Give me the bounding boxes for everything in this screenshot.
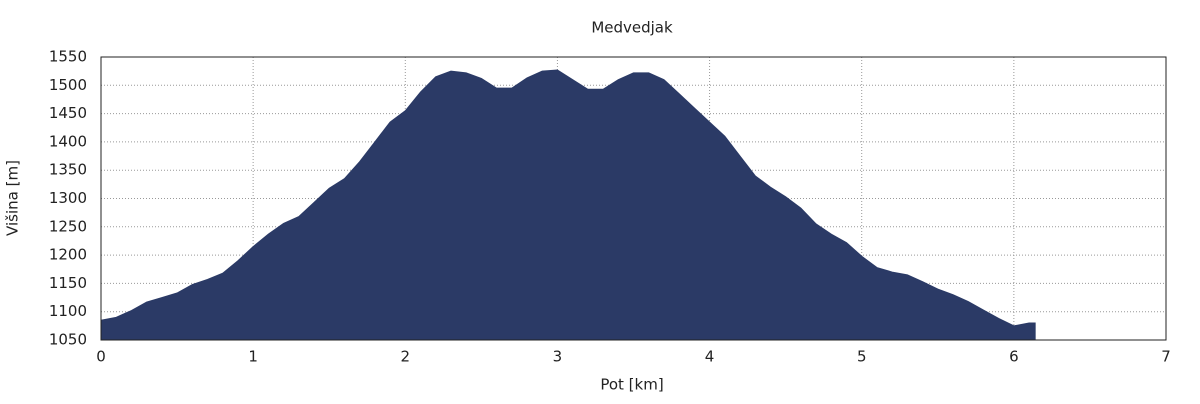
y-tick-label: 1400 bbox=[49, 132, 87, 150]
x-tick-label: 5 bbox=[857, 348, 867, 366]
x-tick-label: 1 bbox=[248, 348, 258, 366]
y-tick-label: 1250 bbox=[49, 217, 87, 235]
y-tick-label: 1300 bbox=[49, 189, 87, 207]
x-axis-label: Pot [km] bbox=[600, 376, 663, 394]
y-axis-label: Višina [m] bbox=[4, 160, 22, 236]
x-tick-label: 7 bbox=[1161, 348, 1171, 366]
x-tick-label: 3 bbox=[553, 348, 563, 366]
x-tick-label: 0 bbox=[96, 348, 106, 366]
y-tick-label: 1550 bbox=[49, 48, 87, 66]
plot-frame bbox=[100, 56, 1167, 341]
y-tick-label: 1500 bbox=[49, 76, 87, 94]
y-tick-label: 1050 bbox=[49, 331, 87, 349]
y-tick-label: 1450 bbox=[49, 104, 87, 122]
y-tick-label: 1350 bbox=[49, 161, 87, 179]
y-tick-label: 1150 bbox=[49, 274, 87, 292]
y-tick-label: 1200 bbox=[49, 246, 87, 264]
y-tick-label: 1100 bbox=[49, 302, 87, 320]
x-tick-label: 4 bbox=[705, 348, 715, 366]
x-tick-label: 6 bbox=[1009, 348, 1019, 366]
chart-title: Medvedjak bbox=[591, 19, 673, 37]
elevation-area bbox=[100, 69, 1036, 341]
x-tick-label: 2 bbox=[401, 348, 411, 366]
